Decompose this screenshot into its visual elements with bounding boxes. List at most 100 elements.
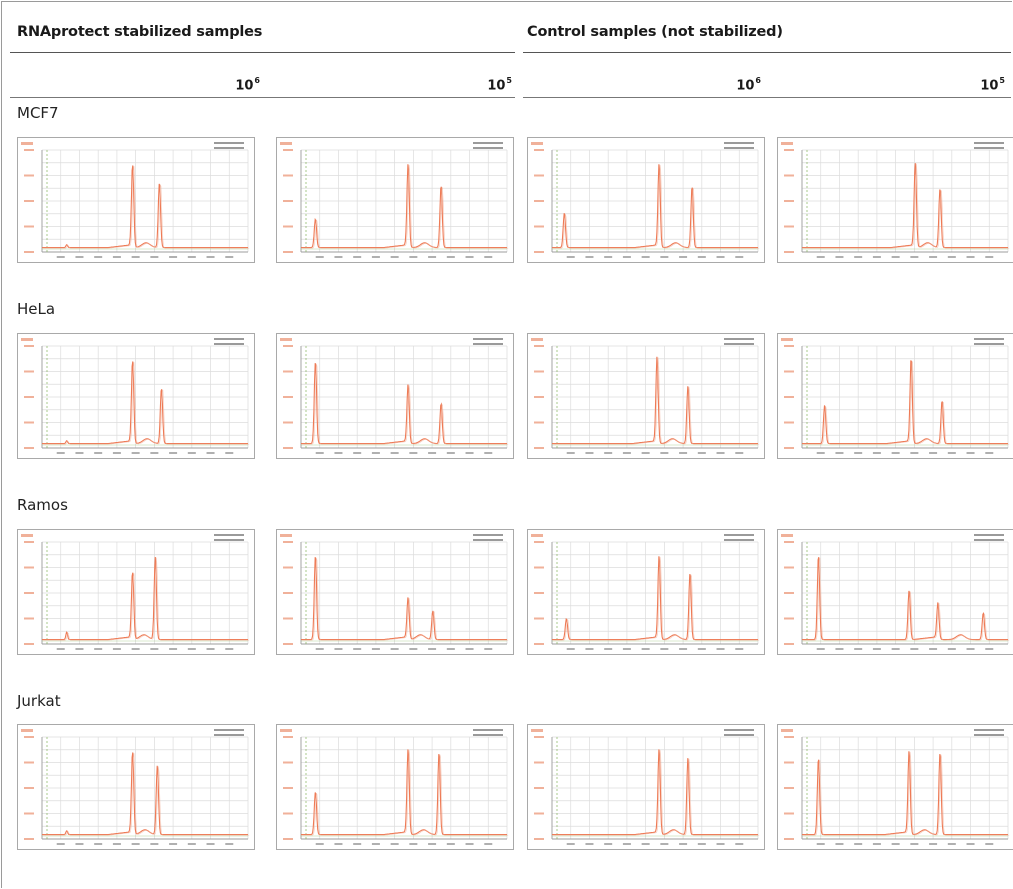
x-tick-label	[622, 843, 631, 845]
y-tick-label	[534, 541, 544, 543]
x-tick-label	[428, 256, 437, 258]
header-rule-stabilized	[10, 97, 515, 98]
x-tick-label	[409, 648, 418, 650]
y-tick-label	[784, 370, 794, 373]
y-tick-label	[534, 174, 544, 177]
electropherogram-jurkat-1	[17, 724, 255, 850]
x-tick-label	[112, 452, 121, 454]
x-tick-label	[929, 843, 938, 845]
y-tick-label	[534, 812, 544, 815]
y-tick-label	[283, 174, 293, 177]
legend-entry	[974, 729, 1004, 731]
electropherogram-plot	[280, 729, 509, 845]
grid-lines	[41, 149, 249, 253]
x-tick-label	[929, 648, 938, 650]
x-tick-label	[465, 648, 474, 650]
x-tick-label	[622, 648, 631, 650]
electropherogram-plot	[781, 338, 1010, 454]
row-label-jurkat: Jurkat	[17, 692, 61, 710]
x-tick-label	[891, 256, 900, 258]
y-tick-label	[24, 370, 34, 373]
y-tick-label	[534, 225, 544, 228]
x-tick-label	[353, 843, 362, 845]
trace-line-overlay	[43, 362, 250, 445]
x-tick-label	[735, 648, 744, 650]
x-tick-label	[660, 256, 669, 258]
grid-lines	[551, 149, 759, 253]
y-tick-label	[283, 812, 293, 815]
electropherogram-plot	[21, 338, 250, 454]
x-tick-label	[94, 452, 103, 454]
legend-entry	[214, 343, 244, 345]
x-tick-label	[187, 256, 196, 258]
trace-line	[42, 556, 248, 641]
column-header-stabilized-1e6: 106	[235, 76, 260, 94]
y-tick-label	[24, 225, 34, 228]
row-label-ramos: Ramos	[17, 496, 68, 514]
x-tick-label	[966, 843, 975, 845]
x-tick-label	[94, 648, 103, 650]
trace-line	[301, 362, 507, 445]
x-tick-label	[56, 256, 65, 258]
x-tick-label	[484, 648, 493, 650]
x-tick-label	[872, 648, 881, 650]
legend-entry	[214, 729, 244, 731]
y-unit-label	[781, 729, 793, 732]
y-tick-label	[784, 592, 794, 594]
x-tick-label	[225, 843, 234, 845]
y-tick-label	[24, 617, 34, 620]
x-tick-label	[585, 256, 594, 258]
y-tick-label	[534, 200, 544, 202]
y-tick-label	[283, 447, 293, 449]
x-tick-label	[371, 843, 380, 845]
x-tick-label	[604, 843, 613, 845]
y-tick-label	[534, 370, 544, 373]
x-tick-label	[891, 843, 900, 845]
y-unit-label	[280, 338, 292, 341]
grid-lines	[41, 345, 249, 449]
x-tick-label	[353, 256, 362, 258]
row-label-hela: HeLa	[17, 300, 56, 318]
grid-lines	[551, 736, 759, 840]
trace-line	[42, 165, 248, 249]
x-tick-label	[697, 452, 706, 454]
x-tick-label	[697, 256, 706, 258]
x-tick-label	[716, 256, 725, 258]
x-tick-label	[334, 452, 343, 454]
trace-line-overlay	[803, 163, 1010, 249]
y-tick-label	[24, 541, 34, 543]
y-tick-label	[784, 251, 794, 253]
legend-entry	[214, 534, 244, 536]
x-tick-label	[353, 452, 362, 454]
x-tick-label	[854, 648, 863, 650]
row-label-mcf7: MCF7	[17, 104, 59, 122]
x-tick-label	[150, 843, 159, 845]
electropherogram-jurkat-2	[276, 724, 514, 850]
x-tick-label	[891, 452, 900, 454]
y-tick-label	[784, 421, 794, 424]
x-tick-label	[56, 843, 65, 845]
y-unit-label	[531, 142, 543, 145]
x-tick-label	[872, 843, 881, 845]
x-tick-label	[446, 843, 455, 845]
electropherogram-mcf7-4	[777, 137, 1013, 263]
x-tick-label	[187, 843, 196, 845]
x-tick-label	[187, 452, 196, 454]
x-tick-label	[315, 648, 324, 650]
legend-entry	[724, 142, 754, 144]
x-tick-label	[131, 843, 140, 845]
x-tick-label	[585, 843, 594, 845]
trace-line-overlay	[302, 363, 509, 445]
y-tick-label	[534, 421, 544, 424]
x-tick-label	[735, 256, 744, 258]
legend-entry	[473, 539, 503, 541]
y-tick-label	[784, 838, 794, 840]
x-tick-label	[622, 256, 631, 258]
x-tick-label	[679, 452, 688, 454]
x-tick-label	[641, 843, 650, 845]
x-tick-label	[816, 452, 825, 454]
trace-line	[802, 751, 1008, 836]
x-tick-label	[484, 843, 493, 845]
column-header-control-1e6: 106	[736, 76, 761, 94]
legend-entry	[473, 338, 503, 340]
